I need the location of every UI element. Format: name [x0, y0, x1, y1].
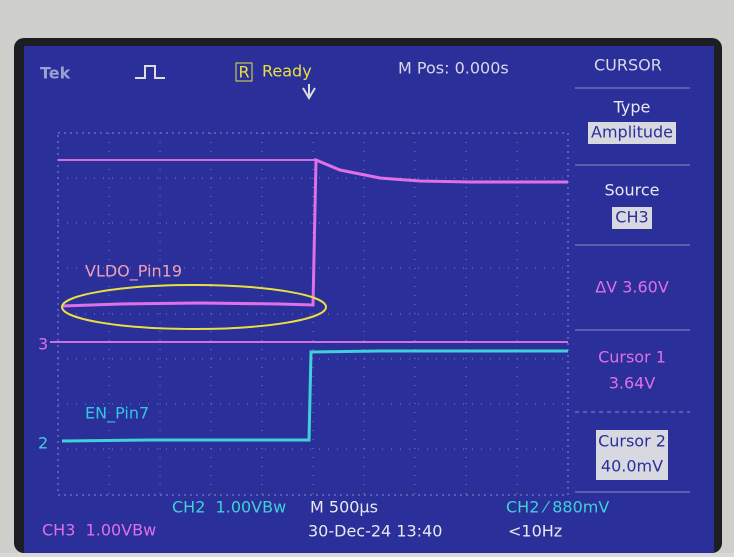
- ch3-scale: CH3 1.00VBw: [42, 521, 156, 540]
- trigger-box: [235, 62, 253, 82]
- trace-label: EN_Pin7: [85, 404, 149, 424]
- ch3-waveform: [61, 157, 568, 308]
- brand: Tek: [40, 64, 71, 83]
- trigger-level: CH2 ⁄ 880mV: [506, 498, 609, 517]
- graticule-grid: [58, 133, 568, 495]
- channel-marker: 2: [38, 434, 48, 453]
- trigger-arrow: [302, 84, 316, 100]
- menu-value: 3.64V: [609, 374, 656, 393]
- menu-label: Cursor 1: [598, 348, 666, 367]
- menu-title: CURSOR: [594, 56, 662, 75]
- menu-value-box: [596, 430, 668, 480]
- menu-value: 40.0mV: [601, 457, 663, 476]
- menu-value: CH3: [615, 208, 648, 227]
- menu-value-box: [612, 207, 652, 229]
- channel-marker: 3: [38, 335, 48, 354]
- menu-dividers: [575, 87, 690, 493]
- status: Ready: [262, 62, 312, 81]
- menu-label: Cursor 2: [598, 432, 666, 451]
- datetime: 30-Dec-24 13:40: [308, 522, 442, 541]
- menu-label: ΔV 3.60V: [595, 278, 669, 297]
- trace-label: VLDO_Pin19: [85, 262, 182, 282]
- menu-label: Type: [613, 98, 651, 117]
- menu-value-box: [588, 122, 676, 144]
- ch2-scale: CH2 1.00VBw: [172, 498, 286, 517]
- timebase: M 500µs: [310, 498, 378, 517]
- menu-value: Amplitude: [591, 123, 673, 142]
- position: M Pos: 0.000s: [398, 59, 509, 78]
- trigger-icon: [135, 65, 165, 79]
- menu-label: Source: [605, 181, 660, 200]
- graticule-border: [57, 132, 569, 496]
- highlight-ellipse: [61, 284, 327, 330]
- frequency: <10Hz: [508, 522, 562, 541]
- ch2-waveform: [61, 349, 568, 443]
- trigger-flag: R: [238, 63, 249, 82]
